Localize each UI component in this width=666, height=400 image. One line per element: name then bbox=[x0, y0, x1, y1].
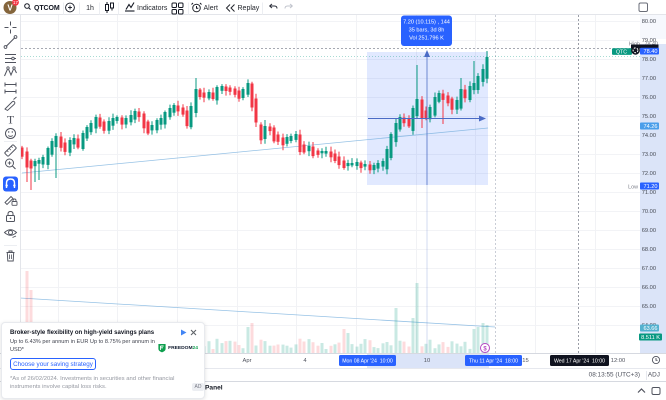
svg-text:35 bars, 3d 8h: 35 bars, 3d 8h bbox=[409, 28, 445, 34]
svg-text:Replay: Replay bbox=[238, 5, 260, 12]
svg-text:High: High bbox=[629, 41, 640, 47]
svg-text:T: T bbox=[7, 113, 15, 127]
svg-text:71.20: 71.20 bbox=[644, 184, 658, 190]
svg-text:65.00: 65.00 bbox=[642, 304, 656, 310]
svg-text:66.00: 66.00 bbox=[642, 285, 656, 291]
svg-text:Alert: Alert bbox=[204, 5, 218, 12]
svg-text:73.00: 73.00 bbox=[642, 152, 656, 158]
svg-text:78.00: 78.00 bbox=[642, 57, 656, 63]
svg-text:63.66: 63.66 bbox=[644, 326, 658, 332]
svg-text:80.00: 80.00 bbox=[642, 19, 656, 25]
svg-text:78.40: 78.40 bbox=[645, 41, 659, 47]
svg-text:17: 17 bbox=[13, 0, 18, 5]
svg-text:1h: 1h bbox=[86, 5, 94, 12]
svg-text:QTC: QTC bbox=[616, 50, 627, 56]
svg-text:72.00: 72.00 bbox=[642, 171, 656, 177]
svg-text:Thu 11 Apr '24 18:00: Thu 11 Apr '24 18:00 bbox=[469, 359, 518, 365]
svg-text:Indicators: Indicators bbox=[137, 5, 168, 12]
svg-text:70.00: 70.00 bbox=[642, 209, 656, 215]
svg-text:Panel: Panel bbox=[205, 385, 223, 392]
svg-text:71.00: 71.00 bbox=[642, 190, 656, 196]
svg-text:76.00: 76.00 bbox=[642, 95, 656, 101]
svg-text:QTCOM: QTCOM bbox=[34, 5, 60, 12]
svg-text:4: 4 bbox=[303, 358, 307, 364]
svg-text:77.00: 77.00 bbox=[642, 76, 656, 82]
svg-text:V: V bbox=[7, 4, 13, 13]
svg-text:75.00: 75.00 bbox=[642, 114, 656, 120]
svg-text:Low: Low bbox=[628, 184, 638, 190]
svg-text:68.00: 68.00 bbox=[642, 247, 656, 253]
svg-text:8.511 K: 8.511 K bbox=[641, 335, 660, 341]
svg-text:Mon 08 Apr '24 10:00: Mon 08 Apr '24 10:00 bbox=[342, 359, 393, 365]
svg-text:78.40: 78.40 bbox=[644, 49, 658, 55]
svg-text:Apr: Apr bbox=[242, 358, 251, 364]
svg-text:12:00: 12:00 bbox=[611, 358, 626, 364]
svg-text:74.00: 74.00 bbox=[642, 133, 656, 139]
svg-text:Vol 251.796 K: Vol 251.796 K bbox=[409, 36, 444, 42]
svg-text:7.20 (10.115) , 144: 7.20 (10.115) , 144 bbox=[403, 20, 450, 26]
svg-text:08:13:55 (UTC+3): 08:13:55 (UTC+3) bbox=[589, 372, 640, 379]
svg-text:79.00: 79.00 bbox=[642, 38, 656, 44]
svg-text:15: 15 bbox=[522, 358, 528, 364]
svg-text:67.00: 67.00 bbox=[642, 266, 656, 272]
svg-text:$: $ bbox=[483, 347, 487, 353]
svg-text:69.00: 69.00 bbox=[642, 228, 656, 234]
svg-text:ADJ: ADJ bbox=[648, 372, 660, 379]
svg-text:Wed 17 Apr '24 10:00: Wed 17 Apr '24 10:00 bbox=[554, 359, 605, 365]
svg-text:74.26: 74.26 bbox=[644, 124, 658, 130]
svg-text:10: 10 bbox=[424, 358, 430, 364]
